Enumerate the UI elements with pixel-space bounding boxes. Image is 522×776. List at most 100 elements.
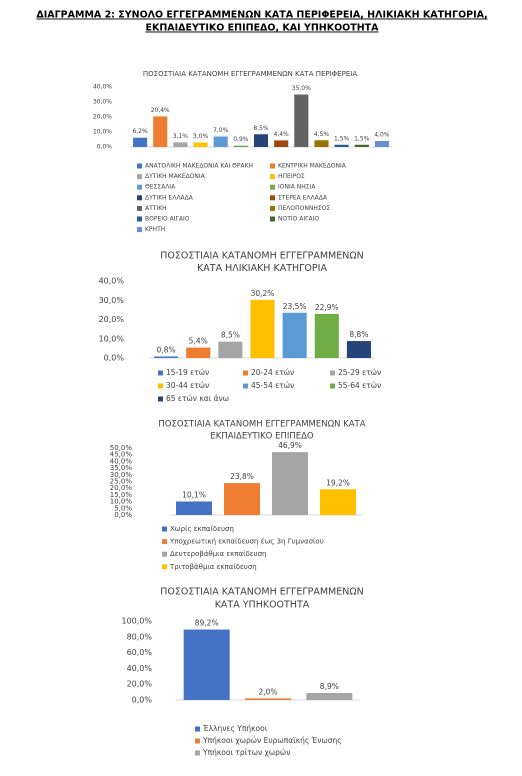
bar [233,145,248,147]
value-label: 30,2% [251,289,275,298]
legend-label: ΚΕΝΤΡΙΚΗ ΜΑΚΕΔΟΝΙΑ [278,163,347,170]
legend-label: 25-29 ετών [338,368,381,377]
legend-label: 30-44 ετών [166,381,209,390]
bar [186,347,211,358]
legend-swatch [243,383,248,389]
bar [224,483,260,515]
y-tick-label: 30,0% [93,99,112,106]
legend-label: ΗΠΕΙΡΟΣ [278,173,305,180]
legend-swatch [158,383,163,389]
y-tick-label: 20,0% [93,114,112,121]
y-tick-label: 20,0% [99,315,125,324]
legend-label: Έλληνες Υπήκοοι [202,724,268,733]
legend-swatch [158,370,163,376]
bar [294,94,309,147]
y-tick-label: 30,0% [110,471,133,479]
bar [250,299,275,358]
legend-label: ΙΟΝΙΑ ΝΗΣΙΑ [278,184,316,191]
legend-swatch [330,383,335,389]
value-label: 89,2% [195,619,219,628]
legend-swatch [270,195,275,201]
legend-swatch [270,163,275,169]
chart-title: ΠΟΣΟΣΤΙΑΙΑ ΚΑΤΑΝΟΜΗ ΕΓΓΕΓΡΑΜΜΕΝΩΝ ΚΑΤΑ Π… [143,70,357,78]
chart-title: ΚΑΤΑ ΗΛΙΚΙΑΚΗ ΚΑΤΗΓΟΡΙΑ [197,263,327,274]
y-tick-label: 35,0% [110,464,133,472]
y-tick-label: 40,0% [127,664,153,673]
legend-swatch [137,216,142,222]
legend-swatch [162,539,167,545]
value-label: 22,9% [315,303,339,312]
value-label: 1,5% [354,135,370,142]
chart-title: ΠΟΣΟΣΤΙΑΙΑ ΚΑΤΑΝΟΜΗ ΕΓΓΕΓΡΑΜΜΕΝΩΝ ΚΑΤΑ [158,420,365,430]
value-label: 35,0% [292,85,311,92]
legend-swatch [270,205,275,211]
bar [320,489,356,515]
legend-label: 55-64 ετών [338,381,381,390]
bar [354,144,369,147]
legend-label: 20-24 ετών [251,368,294,377]
value-label: 6,2% [132,128,148,135]
y-tick-label: 10,0% [93,129,112,136]
legend-swatch [195,750,200,756]
legend-swatch [195,738,200,744]
legend-swatch [137,174,142,180]
bar [218,341,243,358]
legend-label: Δευτεροβάθμια εκπαίδευση [170,550,266,558]
y-tick-label: 25,0% [110,478,133,486]
chart-title: ΕΚΠΑΙΔΕΥΤΙΚΟ ΕΠΙΠΕΔΟ [210,432,314,442]
value-label: 19,2% [326,478,350,487]
bar [176,501,212,515]
bar [253,134,269,147]
legend-swatch [330,370,335,376]
bar [272,452,308,515]
bar [346,341,371,358]
y-tick-label: 15,0% [110,491,133,499]
value-label: 8,9% [320,682,339,691]
bar [334,144,349,147]
y-tick-label: 0,0% [132,696,153,705]
legend-swatch [162,564,167,570]
bar [274,140,289,147]
legend-label: 15-19 ετών [166,368,209,377]
y-tick-label: 0,0% [97,144,113,151]
value-label: 4,4% [274,131,290,138]
value-label: 10,1% [182,490,206,499]
legend-swatch [162,526,167,532]
bar [183,629,230,700]
value-label: 4,5% [314,131,330,138]
legend-swatch [158,396,163,402]
y-tick-label: 50,0% [110,444,133,452]
bar [193,142,208,147]
value-label: 3,1% [173,133,189,140]
legend-label: Υπήκοοι χωρών Ευρωπαϊκής Ένωσης [202,736,342,745]
bar [245,698,291,700]
bar [153,116,168,147]
y-tick-label: 80,0% [127,632,153,641]
doc-title: ΕΚΠΑΙΔΕΥΤΙΚΟ ΕΠΙΠΕΔΟ, ΚΑΙ ΥΠΗΚΟΟΤΗΤΑ [145,23,379,34]
value-label: 2,0% [258,687,277,696]
chart-title: ΚΑΤΑ ΥΠΗΚΟΟΤΗΤΑ [215,600,310,611]
legend-label: ΒΟΡΕΙΟ ΑΙΓΑΙΟ [145,216,190,223]
value-label: 20,4% [151,107,170,114]
value-label: 0,8% [157,345,176,354]
legend-label: ΝΟΤΙΟ ΑΙΓΑΙΟ [278,216,319,223]
chart-title: ΠΟΣΟΣΤΙΑΙΑ ΚΑΤΑΝΟΜΗ ΕΓΓΕΓΡΑΜΜΕΝΩΝ [160,251,363,262]
legend-label: ΠΕΛΟΠΟΝΝΗΣΟΣ [278,205,330,212]
y-tick-label: 45,0% [110,451,133,459]
legend-label: ΑΝΑΤΟΛΙΚΗ ΜΑΚΕΔΟΝΙΑ ΚΑΙ ΘΡΑΚΗ [145,163,253,170]
legend-label: ΔΥΤΙΚΗ ΜΑΚΕΔΟΝΙΑ [145,173,206,180]
y-tick-label: 10,0% [110,498,133,506]
bar [374,141,389,147]
legend-label: ΘΕΣΣΑΛΙΑ [145,184,176,191]
value-label: 4,0% [374,132,390,139]
value-label: 8,5% [221,331,240,340]
value-label: 23,8% [230,472,254,481]
value-label: 5,4% [189,337,208,346]
bar [154,356,179,358]
bar [314,313,339,358]
y-tick-label: 40,0% [99,277,125,286]
legend-label: ΔΥΤΙΚΗ ΕΛΛΑΔΑ [145,194,194,201]
y-tick-label: 10,0% [99,334,125,343]
